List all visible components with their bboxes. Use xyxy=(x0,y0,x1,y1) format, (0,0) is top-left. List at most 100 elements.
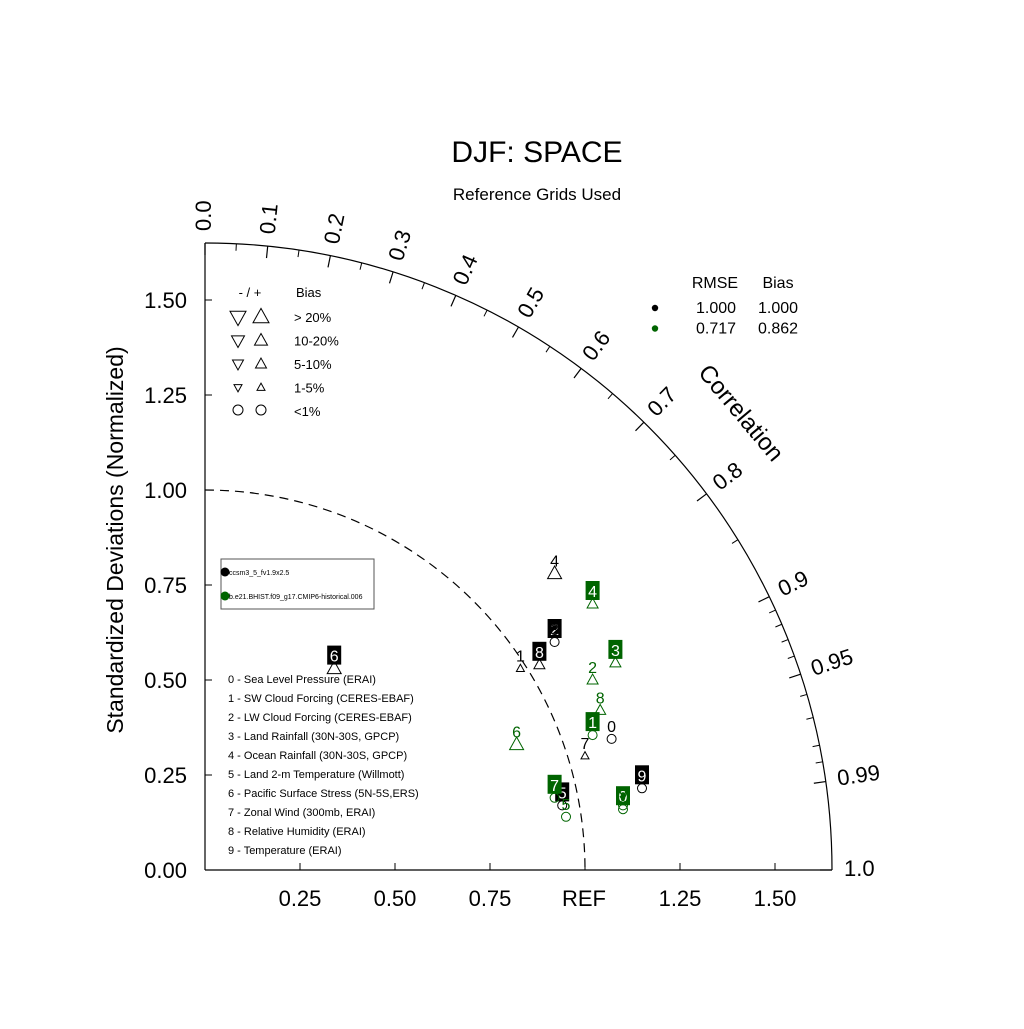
correlation-tick-label: 0.5 xyxy=(512,283,549,322)
correlation-tick xyxy=(814,782,826,784)
correlation-minor-tick xyxy=(298,250,299,257)
y-tick-label: 0.00 xyxy=(144,858,187,883)
variable-legend-item: 7 - Zonal Wind (300mb, ERAI) xyxy=(228,807,375,819)
correlation-minor-tick xyxy=(546,346,550,352)
data-point-label: 6 xyxy=(512,725,521,742)
summary-rmse-header: RMSE xyxy=(692,275,738,292)
correlation-tick-label: 0.7 xyxy=(642,382,681,421)
correlation-tick-label: 1.0 xyxy=(844,856,875,881)
correlation-minor-tick xyxy=(422,283,424,290)
correlation-tick xyxy=(789,674,800,678)
correlation-minor-tick xyxy=(813,745,820,746)
correlation-minor-tick xyxy=(732,540,738,544)
correlation-tick-label: 0.1 xyxy=(255,202,283,235)
correlation-minor-tick xyxy=(484,310,487,316)
data-point-label: 7 xyxy=(550,778,559,795)
y-tick-label: 1.25 xyxy=(144,383,187,408)
correlation-minor-tick xyxy=(775,624,781,627)
correlation-tick-label: 0.9 xyxy=(774,565,812,601)
correlation-tick xyxy=(636,422,644,431)
correlation-tick-label: 0.99 xyxy=(836,760,882,791)
correlation-tick xyxy=(328,256,330,268)
y-tick-label: 1.50 xyxy=(144,288,187,313)
correlation-tick-label: 0.8 xyxy=(708,457,747,495)
summary-rmse-value: 1.000 xyxy=(696,300,736,317)
data-point-label: 3 xyxy=(611,643,620,660)
ref-label: REF xyxy=(562,886,606,911)
bias-legend-up-triangle-icon xyxy=(257,383,265,390)
correlation-tick xyxy=(451,295,456,306)
correlation-minor-tick xyxy=(782,640,789,643)
x-tick-label: 1.25 xyxy=(659,886,702,911)
correlation-minor-tick xyxy=(769,610,775,613)
bias-legend-down-triangle-icon xyxy=(230,311,246,325)
correlation-tick-label: 0.0 xyxy=(191,200,216,231)
correlation-tick xyxy=(390,272,394,283)
variable-legend-item: 6 - Pacific Surface Stress (5N-5S,ERS) xyxy=(228,788,419,800)
data-point-label: 9 xyxy=(638,768,647,785)
bias-legend-down-triangle-icon xyxy=(233,360,244,370)
data-point-label: 0 xyxy=(607,719,616,736)
correlation-tick-label: 0.4 xyxy=(448,251,483,289)
bias-legend-bias-header: Bias xyxy=(296,285,322,300)
data-point-label: 1 xyxy=(588,715,597,732)
summary-dot-icon xyxy=(652,305,658,311)
correlation-minor-tick xyxy=(800,694,807,696)
chart-title: DJF: SPACE xyxy=(451,136,622,169)
bias-legend-row-label: 5-10% xyxy=(294,357,332,372)
bias-legend-row-label: <1% xyxy=(294,404,321,419)
correlation-minor-tick xyxy=(816,762,823,763)
correlation-tick-label: 0.2 xyxy=(319,211,350,246)
correlation-tick xyxy=(697,494,707,501)
x-tick-label: 1.50 xyxy=(754,886,797,911)
bias-legend-down-triangle-icon xyxy=(234,385,242,392)
bias-legend-row-label: 1-5% xyxy=(294,381,325,396)
correlation-label: Correlation xyxy=(693,360,789,467)
variable-legend-item: 0 - Sea Level Pressure (ERAI) xyxy=(228,674,376,686)
data-point-label: 5 xyxy=(562,797,571,814)
x-tick-label: 0.25 xyxy=(279,886,322,911)
data-point-label: 3 xyxy=(550,622,559,639)
data-point-label: 2 xyxy=(588,660,597,677)
bias-legend-sign-header: - / + xyxy=(239,285,262,300)
case-legend-label: ccsm3_5_fv1.9x2.5 xyxy=(229,570,289,577)
correlation-minor-tick xyxy=(788,656,795,658)
y-tick-label: 1.00 xyxy=(144,478,187,503)
correlation-tick-label: 0.95 xyxy=(808,644,856,681)
variable-legend-item: 4 - Ocean Rainfall (30N-30S, GPCP) xyxy=(228,750,407,762)
correlation-minor-tick xyxy=(670,455,675,460)
y-axis-label: Standardized Deviations (Normalized) xyxy=(102,346,128,733)
correlation-tick-label: 0.3 xyxy=(383,227,416,264)
data-point-label: 4 xyxy=(550,554,559,571)
x-tick-label: 0.75 xyxy=(469,886,512,911)
chart-subtitle: Reference Grids Used xyxy=(453,185,621,204)
data-point-label: 7 xyxy=(581,736,590,753)
data-point-label: 1 xyxy=(516,649,525,666)
data-point-label: 8 xyxy=(535,645,544,662)
summary-bias-value: 1.000 xyxy=(758,300,798,317)
bias-legend-circle-icon xyxy=(233,405,243,415)
data-point-label: 4 xyxy=(588,584,597,601)
bias-legend-up-triangle-icon xyxy=(253,308,269,322)
bias-legend-circle-icon xyxy=(256,405,266,415)
bias-legend-up-triangle-icon xyxy=(255,333,268,345)
variable-legend-item: 1 - SW Cloud Forcing (CERES-EBAF) xyxy=(228,693,414,705)
correlation-tick-label: 0.6 xyxy=(577,326,615,365)
bias-legend-row-label: > 20% xyxy=(294,310,332,325)
variable-legend-item: 8 - Relative Humidity (ERAI) xyxy=(228,826,366,838)
y-tick-label: 0.75 xyxy=(144,573,187,598)
correlation-tick xyxy=(759,597,770,602)
case-legend-box xyxy=(221,559,374,609)
y-tick-label: 0.50 xyxy=(144,668,187,693)
x-tick-label: 0.50 xyxy=(374,886,417,911)
data-point-label: 8 xyxy=(596,690,605,707)
variable-legend-item: 5 - Land 2-m Temperature (Willmott) xyxy=(228,769,404,781)
summary-bias-header: Bias xyxy=(762,275,793,292)
correlation-minor-tick xyxy=(806,718,813,720)
correlation-tick xyxy=(267,246,268,258)
correlation-tick xyxy=(574,368,581,378)
summary-dot-icon xyxy=(652,325,658,331)
bias-legend-down-triangle-icon xyxy=(232,336,245,348)
variable-legend-item: 2 - LW Cloud Forcing (CERES-EBAF) xyxy=(228,712,412,724)
